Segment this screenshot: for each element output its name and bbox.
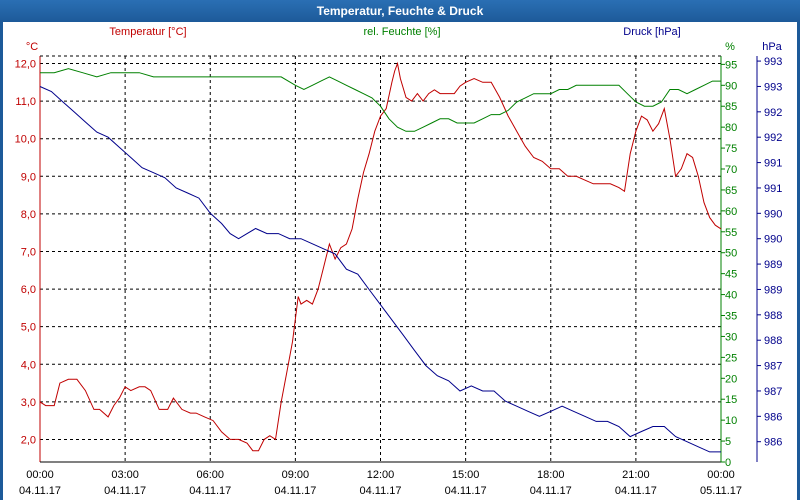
humidity-tick-label: 65	[725, 185, 737, 197]
humidity-tick-label: 70	[725, 164, 737, 176]
humidity-tick-label: 55	[725, 227, 737, 239]
temperature-tick-label: 8,0	[21, 209, 36, 221]
temperature-line	[39, 61, 722, 452]
window-frame-left	[0, 22, 3, 500]
pressure-axis-label: Druck [hPa]	[623, 26, 680, 38]
x-tick-date-label: 04.11.17	[615, 485, 657, 497]
pressure-tick-label: 991	[764, 183, 782, 195]
x-tick-date-label: 04.11.17	[359, 485, 401, 497]
pressure-tick-label: 987	[764, 386, 782, 398]
humidity-tick-label: 5	[725, 436, 731, 448]
humidity-tick-label: 80	[725, 122, 737, 134]
x-tick-date-label: 04.11.17	[274, 485, 316, 497]
humidity-tick-label: 10	[725, 415, 737, 427]
temperature-tick-label: 3,0	[21, 397, 36, 409]
humidity-tick-label: 30	[725, 331, 737, 343]
humidity-tick-label: 40	[725, 290, 737, 302]
temperature-tick-label: 12,0	[15, 59, 36, 71]
pressure-tick-label: 989	[764, 259, 782, 271]
x-tick-date-label: 04.11.17	[445, 485, 487, 497]
temperature-unit: °C	[26, 41, 38, 53]
humidity-tick-label: 35	[725, 311, 737, 323]
x-tick-date-label: 04.11.17	[104, 485, 146, 497]
pressure-unit: hPa	[762, 41, 782, 53]
window-title: Temperatur, Feuchte & Druck	[0, 0, 800, 22]
grid	[40, 56, 721, 462]
temperature-tick-label: 4,0	[21, 359, 36, 371]
humidity-tick-label: 0	[725, 457, 731, 469]
temperature-tick-label: 9,0	[21, 171, 36, 183]
pressure-line	[39, 86, 721, 453]
pressure-tick-label: 990	[764, 234, 782, 246]
pressure-tick-label: 988	[764, 335, 782, 347]
temperature-axis-label: Temperatur [°C]	[109, 26, 186, 38]
pressure-tick-label: 990	[764, 208, 782, 220]
pressure-tick-label: 993	[764, 56, 782, 68]
x-tick-time-label: 18:00	[537, 469, 565, 481]
pressure-tick-label: 992	[764, 107, 782, 119]
humidity-tick-label: 90	[725, 80, 737, 92]
humidity-axis-label: rel. Feuchte [%]	[363, 26, 440, 38]
window-frame-right	[797, 22, 800, 500]
x-tick-time-label: 03:00	[111, 469, 139, 481]
x-tick-date-label: 04.11.17	[530, 485, 572, 497]
pressure-tick-label: 987	[764, 361, 782, 373]
x-tick-time-label: 00:00	[707, 469, 735, 481]
x-tick-date-label: 04.11.17	[19, 485, 61, 497]
humidity-tick-label: 45	[725, 269, 737, 281]
temperature-tick-label: 5,0	[21, 322, 36, 334]
x-tick-date-label: 05.11.17	[700, 485, 742, 497]
pressure-tick-label: 991	[764, 158, 782, 170]
temperature-tick-label: 2,0	[21, 434, 36, 446]
humidity-tick-label: 60	[725, 206, 737, 218]
humidity-tick-label: 50	[725, 248, 737, 260]
humidity-tick-label: 15	[725, 394, 737, 406]
humidity-unit: %	[725, 41, 735, 53]
pressure-tick-label: 986	[764, 411, 782, 423]
temperature-tick-label: 7,0	[21, 246, 36, 258]
x-tick-time-label: 12:00	[367, 469, 395, 481]
humidity-line	[40, 68, 721, 132]
x-tick-time-label: 15:00	[452, 469, 480, 481]
humidity-tick-label: 85	[725, 101, 737, 113]
pressure-tick-label: 986	[764, 437, 782, 449]
x-tick-date-label: 04.11.17	[189, 485, 231, 497]
pressure-tick-label: 988	[764, 310, 782, 322]
humidity-tick-label: 20	[725, 373, 737, 385]
pressure-tick-label: 993	[764, 81, 782, 93]
tick-labels: 00:00 04.11.17 03:00 04.11.17 06:00 04.11.17 0…	[15, 56, 783, 497]
humidity-tick-label: 25	[725, 352, 737, 364]
temperature-tick-label: 11,0	[15, 96, 36, 108]
x-tick-time-label: 06:00	[196, 469, 224, 481]
x-tick-time-label: 21:00	[622, 469, 650, 481]
pressure-tick-label: 989	[764, 284, 782, 296]
temperature-tick-label: 6,0	[21, 284, 36, 296]
axes	[39, 55, 761, 463]
humidity-tick-label: 95	[725, 59, 737, 71]
series-lines	[39, 61, 722, 453]
pressure-tick-label: 992	[764, 132, 782, 144]
humidity-tick-label: 75	[725, 143, 737, 155]
x-tick-time-label: 00:00	[26, 469, 54, 481]
temperature-tick-label: 10,0	[15, 134, 36, 146]
x-tick-time-label: 09:00	[282, 469, 310, 481]
